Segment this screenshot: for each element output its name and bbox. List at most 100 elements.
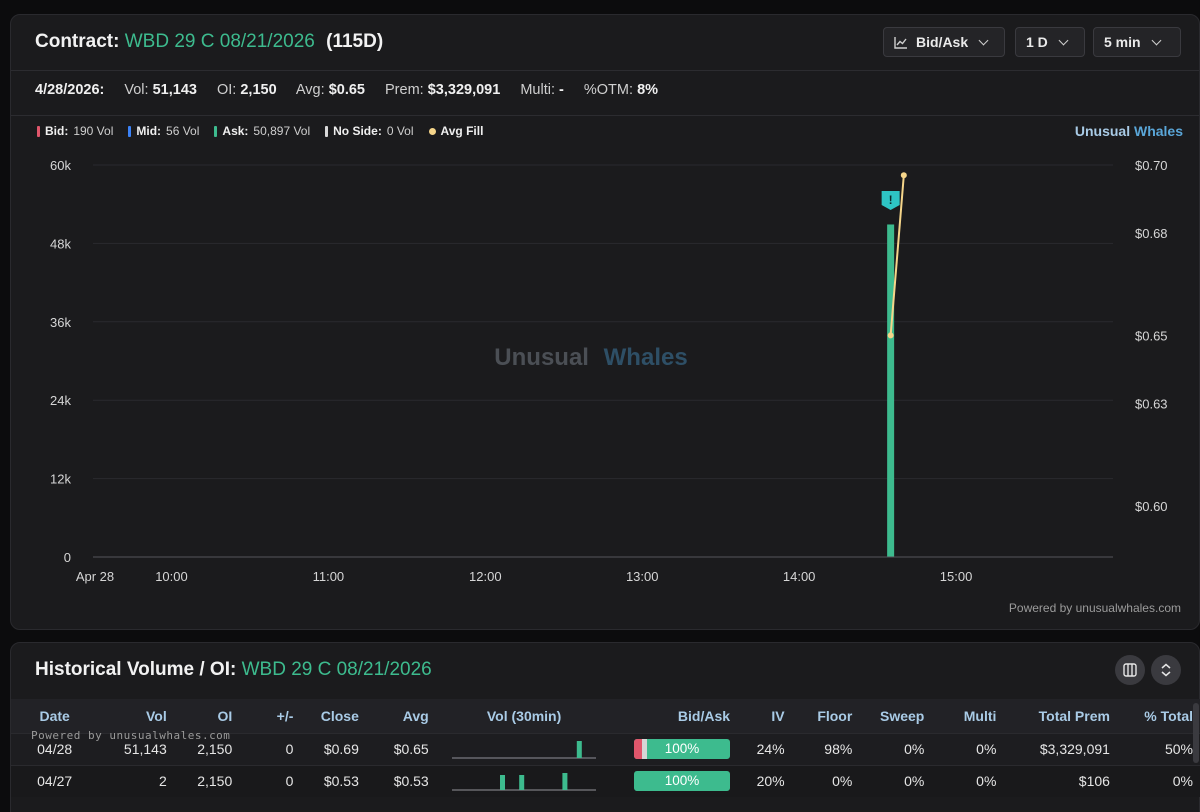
expand-collapse-button[interactable] (1151, 655, 1181, 685)
legend-bid[interactable]: Bid: 190 Vol (37, 124, 113, 138)
table-body: 04/28 51,143 2,150 0 $0.69 $0.65 100% 24% 98% 0% 0… (11, 732, 1200, 797)
historical-title: Historical Volume / OI: WBD 29 C 08/21/2… (35, 659, 432, 680)
x-tick-label: 13:00 (626, 569, 659, 584)
cell-vol: 51,143 (98, 732, 175, 765)
interval-dropdown[interactable]: 5 min (1093, 27, 1181, 57)
stat-vol: Vol: 51,143 (124, 82, 197, 98)
avg-fill-point (900, 172, 907, 179)
cell-floor: 0% (792, 764, 861, 797)
column-header-bid-ask[interactable]: Bid/Ask (611, 699, 739, 733)
y-right-tick-label: $0.63 (1135, 397, 1168, 412)
svg-text:Unusual Whales: Unusual Whales (494, 344, 687, 371)
chart-legend: Bid: 190 Vol Mid: 56 Vol Ask: 50,897 Vol No… (37, 124, 483, 138)
x-tick-label: 15:00 (940, 569, 973, 584)
chart-mode-value: Bid/Ask (916, 34, 969, 50)
cell-close: $0.53 (301, 764, 367, 797)
historical-panel: Historical Volume / OI: WBD 29 C 08/21/2… (10, 642, 1200, 812)
table-header-row: Date Vol OI +/- Close Avg Vol (30min) Bid/Ask IV… (11, 699, 1200, 733)
contract-name: WBD 29 C 08/21/2026 (124, 31, 315, 52)
table-row[interactable]: 04/27 2 2,150 0 $0.53 $0.53 100% 20% 0% 0% 0% $106 0… (11, 764, 1200, 797)
column-header-vol[interactable]: Vol (98, 699, 175, 733)
y-right-tick-label: $0.60 (1135, 499, 1168, 514)
chevron-down-icon (978, 35, 989, 45)
cell-iv: 20% (738, 764, 793, 797)
column-header-vol-30min-[interactable]: Vol (30min) (436, 699, 612, 733)
y-left-tick-label: 36k (50, 315, 71, 330)
x-tick-label: 14:00 (783, 569, 816, 584)
cell-date: 04/27 (11, 764, 99, 797)
column-header-date[interactable]: Date (11, 699, 99, 733)
bid-ask-bar: 100% (611, 732, 739, 765)
cell-total-prem: $3,329,091 (1004, 732, 1118, 765)
column-header-floor[interactable]: Floor (792, 699, 861, 733)
mid-share-segment (641, 739, 647, 759)
stat-avg: Avg: $0.65 (295, 82, 365, 98)
cell-chg: 0 (240, 764, 302, 797)
column-header-close[interactable]: Close (301, 699, 367, 733)
table-scrollbar[interactable] (1193, 703, 1199, 763)
legend-noside[interactable]: No Side: 0 Vol (325, 124, 414, 138)
legend-ask[interactable]: Ask: 50,897 Vol (214, 124, 310, 138)
bid-swatch-icon (37, 125, 40, 137)
x-tick-label: 10:00 (155, 569, 188, 584)
ask-percent: 100% (664, 773, 700, 789)
interval-value: 5 min (1104, 34, 1141, 50)
column-header--[interactable]: +/- (240, 699, 302, 733)
bid-ask-share-bar: 100% (634, 771, 731, 792)
cell-date: 04/28 (11, 732, 99, 765)
cell-oi: 2,150 (174, 764, 241, 797)
bid-ask-bar: 100% (611, 764, 739, 797)
contract-title: Contract: WBD 29 C 08/21/2026 (115D) (35, 31, 383, 53)
ask-swatch-icon (214, 125, 218, 137)
column-header--total[interactable]: % Total (1117, 699, 1200, 733)
chevron-up-down-icon (1161, 663, 1171, 677)
column-header-oi[interactable]: OI (174, 699, 241, 733)
cell-vol: 2 (98, 764, 175, 797)
cell-avg: $0.53 (366, 764, 437, 797)
sparkline-bar (576, 740, 582, 758)
daily-stats: 4/28/2026: Vol: 51,143 OI: 2,150 Avg: $0… (35, 82, 674, 98)
stat-prem: Prem: $3,329,091 (385, 82, 501, 98)
y-left-tick-label: 12k (50, 472, 71, 487)
ask-volume-bar (887, 224, 895, 557)
cell-chg: 0 (240, 732, 302, 765)
chart-watermark: Unusual Whales (494, 344, 687, 371)
table-row[interactable]: 04/28 51,143 2,150 0 $0.69 $0.65 100% 24% 98% 0% 0… (11, 732, 1200, 765)
cell-iv: 24% (738, 732, 793, 765)
chart-mode-dropdown[interactable]: Bid/Ask (883, 27, 1005, 57)
cell-floor: 98% (792, 732, 861, 765)
legend-avg-fill[interactable]: Avg Fill (428, 124, 483, 138)
columns-button[interactable] (1115, 655, 1145, 685)
column-header-total-prem[interactable]: Total Prem (1004, 699, 1118, 733)
range-dropdown[interactable]: 1 D (1015, 27, 1085, 57)
y-right-tick-label: $0.68 (1135, 226, 1168, 241)
cell-multi: 0% (932, 732, 1005, 765)
cell-close: $0.69 (301, 732, 367, 765)
volume-bars (887, 224, 895, 557)
y-left-tick-label: 48k (50, 236, 71, 251)
alert-marker-symbol: ! (889, 193, 893, 207)
powered-by-label: Powered by unusualwhales.com (1008, 601, 1181, 615)
legend-mid[interactable]: Mid: 56 Vol (128, 124, 199, 138)
vol-30min-sparkline (436, 732, 612, 765)
divider (11, 115, 1199, 116)
column-header-sweep[interactable]: Sweep (860, 699, 933, 733)
noside-swatch-icon (325, 125, 329, 137)
stats-date: 4/28/2026: (35, 82, 105, 98)
watermark-part2: Whales (604, 344, 688, 371)
column-header-multi[interactable]: Multi (932, 699, 1005, 733)
sparkline-bar (562, 772, 568, 790)
x-tick-label: 11:00 (313, 569, 345, 584)
powered-by-table-label: Powered by unusualwhales.com (31, 729, 231, 742)
historical-contract: WBD 29 C 08/21/2026 (241, 659, 432, 680)
avg-fill-line (887, 172, 907, 339)
cell-multi: 0% (932, 764, 1005, 797)
column-header-avg[interactable]: Avg (366, 699, 437, 733)
column-header-iv[interactable]: IV (738, 699, 793, 733)
cell-oi: 2,150 (174, 732, 241, 765)
y-left-tick-label: 0 (64, 550, 71, 565)
alert-marker-icon: ! (881, 191, 900, 210)
line-chart-icon (894, 36, 907, 49)
days-to-expiry: (115D) (326, 31, 384, 52)
sparkline-chart (452, 740, 597, 759)
